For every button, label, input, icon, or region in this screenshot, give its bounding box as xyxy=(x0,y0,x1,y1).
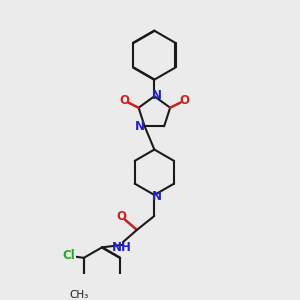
Text: N: N xyxy=(152,190,162,203)
Text: N: N xyxy=(135,120,145,133)
Text: O: O xyxy=(179,94,189,107)
Text: O: O xyxy=(120,94,130,107)
Text: Cl: Cl xyxy=(62,249,75,262)
Text: O: O xyxy=(116,210,126,223)
Text: CH₃: CH₃ xyxy=(69,290,88,300)
Text: NH: NH xyxy=(112,241,132,254)
Text: N: N xyxy=(152,89,162,102)
